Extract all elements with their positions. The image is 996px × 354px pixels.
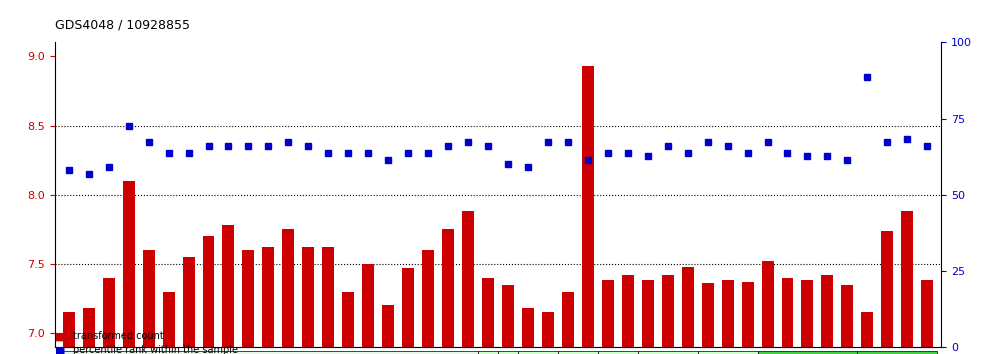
Bar xyxy=(901,211,913,354)
FancyBboxPatch shape xyxy=(858,352,937,354)
Bar xyxy=(303,247,315,354)
Text: ■: ■ xyxy=(55,331,66,341)
FancyBboxPatch shape xyxy=(558,352,598,354)
Bar xyxy=(262,247,274,354)
Bar xyxy=(522,308,534,354)
Bar xyxy=(343,292,355,354)
FancyBboxPatch shape xyxy=(598,352,637,354)
Bar xyxy=(402,268,414,354)
Bar xyxy=(822,275,834,354)
Text: percentile rank within the sample: percentile rank within the sample xyxy=(73,346,238,354)
FancyBboxPatch shape xyxy=(478,352,498,354)
FancyBboxPatch shape xyxy=(637,352,697,354)
Bar xyxy=(782,278,794,354)
Bar xyxy=(482,278,494,354)
Text: GDS4048 / 10928855: GDS4048 / 10928855 xyxy=(55,19,190,32)
Bar xyxy=(162,292,174,354)
Bar xyxy=(701,283,713,354)
Bar xyxy=(502,285,514,354)
Bar xyxy=(462,211,474,354)
Bar xyxy=(202,236,214,354)
Bar xyxy=(562,292,574,354)
Bar xyxy=(83,308,95,354)
FancyBboxPatch shape xyxy=(697,352,758,354)
Bar xyxy=(582,66,594,354)
Bar xyxy=(283,229,295,354)
Bar xyxy=(123,181,134,354)
Bar xyxy=(542,312,554,354)
Bar xyxy=(242,250,254,354)
Bar xyxy=(842,285,854,354)
Bar xyxy=(722,280,734,354)
FancyBboxPatch shape xyxy=(518,352,558,354)
FancyBboxPatch shape xyxy=(758,352,858,354)
Bar xyxy=(921,280,933,354)
Bar xyxy=(422,250,434,354)
Bar xyxy=(63,312,75,354)
Bar xyxy=(661,275,673,354)
Bar xyxy=(641,280,653,354)
Bar xyxy=(862,312,873,354)
Bar xyxy=(182,257,194,354)
FancyBboxPatch shape xyxy=(59,352,478,354)
Bar xyxy=(762,261,774,354)
Bar xyxy=(602,280,614,354)
Bar xyxy=(742,282,754,354)
Bar xyxy=(363,264,374,354)
Text: transformed count: transformed count xyxy=(73,331,163,341)
Bar xyxy=(681,267,693,354)
FancyBboxPatch shape xyxy=(498,352,518,354)
Text: ■: ■ xyxy=(55,346,66,354)
Bar xyxy=(382,306,394,354)
Bar xyxy=(442,229,454,354)
Bar xyxy=(142,250,154,354)
Bar xyxy=(323,247,335,354)
Bar xyxy=(802,280,814,354)
Bar xyxy=(881,231,893,354)
Bar xyxy=(222,225,234,354)
Bar xyxy=(103,278,115,354)
Bar xyxy=(622,275,633,354)
